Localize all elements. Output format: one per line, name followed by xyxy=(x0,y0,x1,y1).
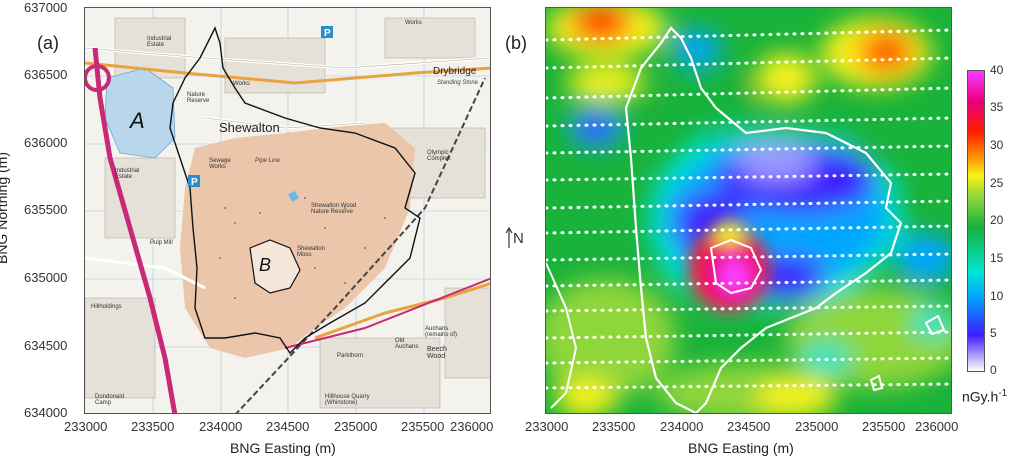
x-tick-label: 233000 xyxy=(525,419,569,434)
area-b-label: B xyxy=(259,255,272,275)
drybridge-label: Drybridge xyxy=(433,66,477,77)
x-tick-label: 235500 xyxy=(862,419,906,434)
os-map: P P xyxy=(85,8,490,413)
x-tick-label: 234500 xyxy=(266,419,310,434)
map-panel-a: P P A B Shewalton Drybridge Standing Sto… xyxy=(84,7,491,414)
nature-reserve-label: Shewalton Wood Nature Reserve xyxy=(311,203,357,215)
panel-b-x-title: BNG Easting (m) xyxy=(688,440,794,456)
boundary-contour xyxy=(624,26,903,413)
colorbar-tick: 0 xyxy=(990,363,997,377)
motorway xyxy=(92,47,178,413)
area-a-label: A xyxy=(130,108,145,133)
panel-a-letter: (a) xyxy=(37,33,59,53)
small-contour xyxy=(924,314,946,336)
colorbar-tick: 5 xyxy=(990,326,997,340)
y-tick-label: 637000 xyxy=(24,0,68,15)
road-casings xyxy=(85,47,490,129)
colorbar-tick: 20 xyxy=(990,213,1004,227)
shewalton-label: Shewalton xyxy=(219,120,280,135)
roundabout xyxy=(85,64,111,92)
colorbar-unit-sup: -1 xyxy=(998,388,1008,399)
colorbar-tick: 10 xyxy=(990,289,1004,303)
pulp-mill-label: Pulp Mill xyxy=(150,240,173,246)
pipe-line-label: Pipe Line xyxy=(255,158,281,164)
a-roads xyxy=(85,61,490,340)
colorbar-tick: 15 xyxy=(990,251,1004,265)
svg-text:P: P xyxy=(324,28,331,39)
colorbar-tick: 40 xyxy=(990,63,1004,77)
dose-map-panel-b xyxy=(545,7,952,414)
area-b-polygon xyxy=(249,239,301,294)
north-nature-reserve-label: Nature Reserve xyxy=(187,92,210,104)
colorbar-unit: nGy.h-1 xyxy=(962,388,1007,405)
water-body xyxy=(104,67,176,159)
moss-label: Shewalton Moss xyxy=(297,246,326,258)
dose-rate-surface xyxy=(546,8,951,413)
y-tick-label: 636000 xyxy=(24,135,68,150)
parkthorn-label: Parkthorn xyxy=(337,353,364,359)
quarry-label: Hillhouse Quarry (Whinstone) xyxy=(325,394,370,406)
x-tick-label: 233500 xyxy=(592,419,636,434)
x-tick-label: 234500 xyxy=(727,419,771,434)
pond xyxy=(288,191,299,202)
y-tick-label: 635000 xyxy=(24,270,68,285)
x-tick-label: 233500 xyxy=(131,419,175,434)
parking-icon: P xyxy=(188,175,200,188)
sewage-works-label: Sewage Works xyxy=(209,158,231,170)
x-tick-label: 235000 xyxy=(334,419,378,434)
x-tick-label: 233000 xyxy=(64,419,108,434)
x-tick-label: 236000 xyxy=(450,419,494,434)
north-arrow-icon xyxy=(505,226,513,248)
north-arrow xyxy=(505,226,517,255)
olympic-label: Olympic Complex xyxy=(427,150,451,162)
works-label: Works xyxy=(233,81,250,87)
colorbar-tick: 35 xyxy=(990,100,1004,114)
industrial-estate-west-label: Industrial Estate xyxy=(115,168,140,180)
x-tick-label: 235500 xyxy=(401,419,445,434)
y-tick-label: 635500 xyxy=(24,202,68,217)
colorbar-unit-text: nGy.h xyxy=(962,388,999,405)
svg-text:P: P xyxy=(191,177,198,188)
works-north-label: Works xyxy=(405,20,422,26)
colorbar-tick: 30 xyxy=(990,138,1004,152)
beech-wood-label: Beech Wood xyxy=(427,346,447,360)
standing-stone-label: Standing Stone xyxy=(437,80,479,86)
colorbar-ticks: 40 35 30 25 20 15 10 5 0 xyxy=(990,63,1020,377)
x-tick-label: 236000 xyxy=(915,419,959,434)
left-edge-contour xyxy=(546,262,578,409)
y-tick-label: 636500 xyxy=(24,67,68,82)
colorbar xyxy=(967,70,985,372)
industrial-estate-north-label: Industrial Estate xyxy=(147,36,172,48)
x-tick-label: 234000 xyxy=(660,419,704,434)
built-up-areas xyxy=(85,17,490,409)
parking-icon: P xyxy=(321,26,333,39)
y-tick-label: 634000 xyxy=(24,405,68,420)
x-tick-label: 234000 xyxy=(199,419,243,434)
study-boundary xyxy=(169,26,421,355)
nature-reserve-area xyxy=(180,123,415,358)
auchans-label: Auchans (remains of) xyxy=(425,326,458,338)
b-road xyxy=(284,277,490,349)
panel-b-letter: (b) xyxy=(505,33,527,53)
panel-a-y-title: BNG Northing (m) xyxy=(0,151,11,265)
colorbar-tick: 25 xyxy=(990,176,1004,190)
old-auchans-label: Old Auchans xyxy=(395,338,419,350)
railway-line xyxy=(235,77,486,413)
vegetation-stipple xyxy=(219,197,386,299)
panel-a-x-title: BNG Easting (m) xyxy=(230,440,336,456)
y-tick-label: 634500 xyxy=(24,338,68,353)
hillholdings-label: Hillholdings xyxy=(91,304,122,310)
north-label: N xyxy=(513,230,524,247)
x-tick-label: 235000 xyxy=(795,419,839,434)
area-b-contour xyxy=(709,238,763,295)
small-contour xyxy=(869,374,884,392)
dundonald-camp-label: Dundonald Camp xyxy=(95,394,125,406)
